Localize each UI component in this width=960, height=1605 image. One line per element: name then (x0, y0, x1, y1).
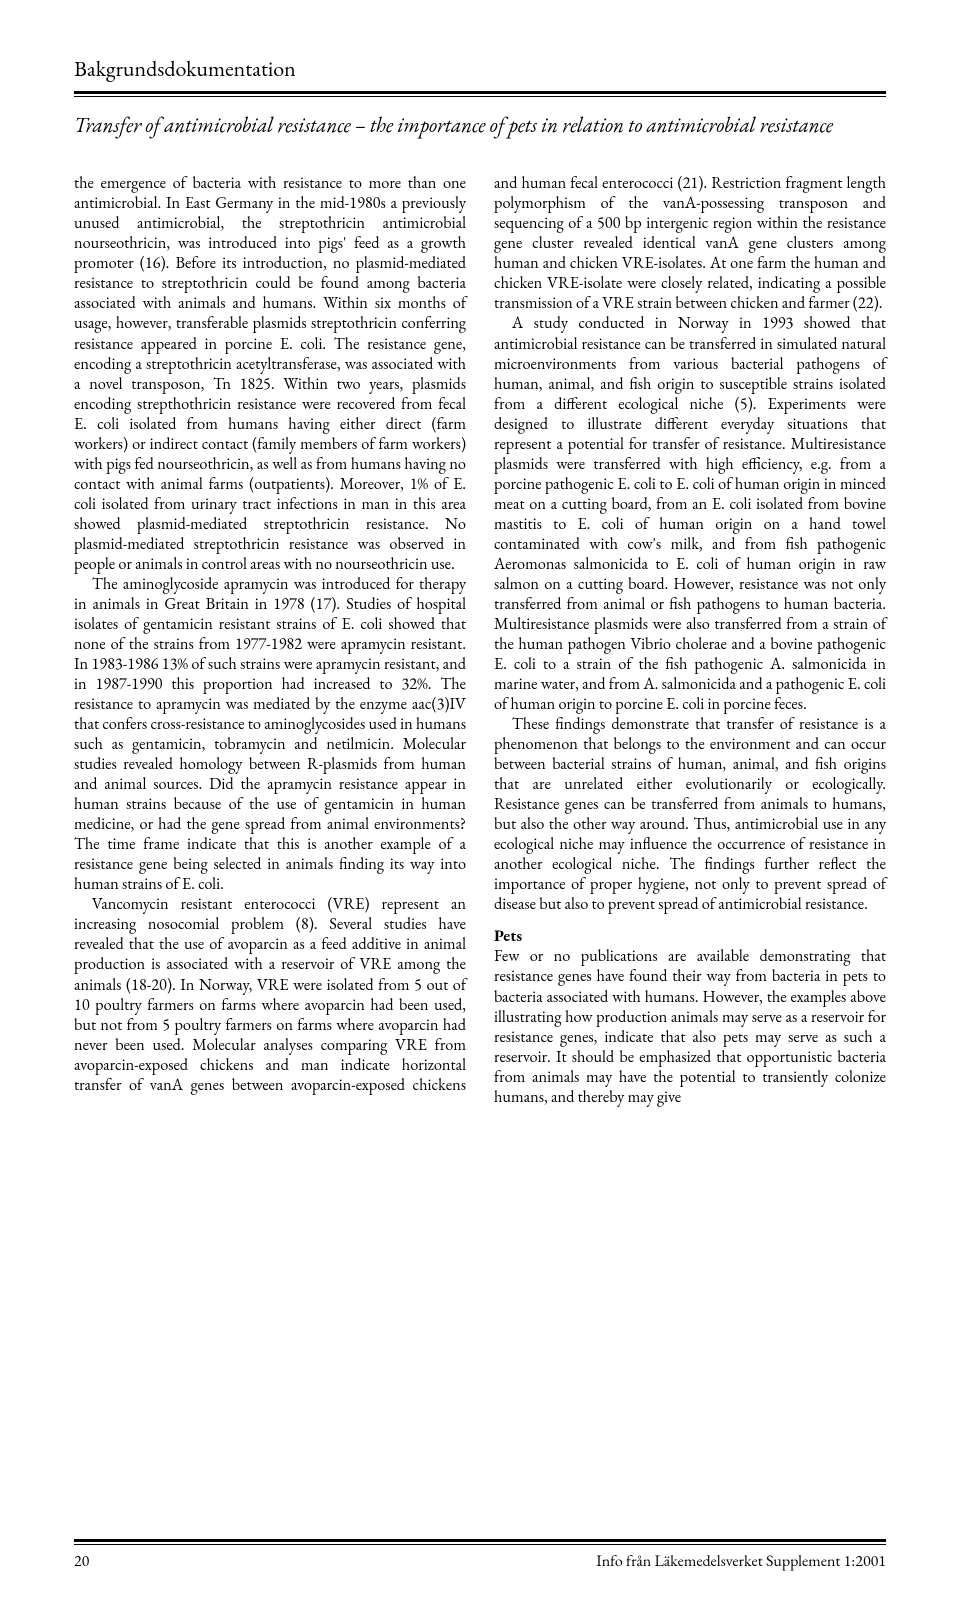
body-paragraph: The aminoglycoside apramycin was introdu… (74, 574, 466, 895)
running-head: Bakgrundsdokumentation (74, 54, 886, 83)
body-paragraph: A study conducted in Norway in 1993 show… (494, 313, 886, 714)
journal-info: Info från Läkemedelsverket Supplement 1:… (596, 1550, 886, 1571)
body-paragraph: the emergence of bacteria with resistanc… (74, 173, 466, 574)
body-paragraph: These findings demonstrate that transfer… (494, 714, 886, 914)
page-number: 20 (74, 1550, 89, 1571)
footer-rule (74, 1539, 886, 1545)
article-title: Transfer of antimicrobial resistance – t… (74, 113, 834, 139)
body-paragraph: Few or no publications are available dem… (494, 946, 886, 1106)
footer: 20 Info från Läkemedelsverket Supplement… (74, 1550, 886, 1571)
section-heading-pets: Pets (494, 926, 886, 946)
top-rule (74, 91, 886, 97)
body-columns: the emergence of bacteria with resistanc… (74, 173, 886, 1106)
